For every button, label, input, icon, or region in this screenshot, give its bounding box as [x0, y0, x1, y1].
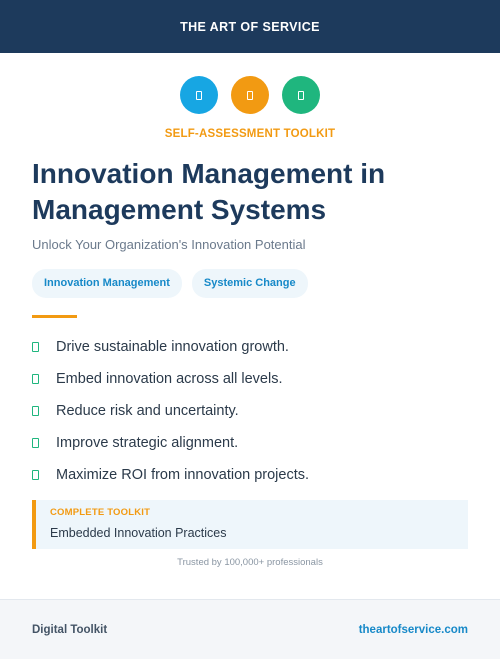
list-item: Embed innovation across all levels.	[32, 363, 472, 395]
feature-text: Reduce risk and uncertainty.	[56, 403, 239, 419]
footer: Digital Toolkit theartofservice.com	[0, 599, 500, 659]
kicker-label: SELF-ASSESSMENT TOOLKIT	[164, 128, 336, 140]
page-title: Innovation Management in Management Syst…	[32, 158, 386, 225]
subtitle: Unlock Your Organization's Innovation Po…	[32, 237, 306, 252]
checkbox-icon	[32, 470, 39, 480]
callout-text: Embedded Innovation Practices	[50, 526, 227, 540]
checkbox-icon	[32, 406, 39, 416]
feature-text: Improve strategic alignment.	[56, 435, 239, 451]
document-icon	[298, 90, 304, 100]
document-icon	[247, 90, 253, 100]
tag-systemic-change[interactable]: Systemic Change	[191, 269, 308, 298]
website-link[interactable]: theartofservice.com	[358, 623, 468, 636]
checkbox-icon	[32, 374, 39, 384]
toolkit-callout: COMPLETE TOOLKIT Embedded Innovation Pra…	[32, 500, 468, 549]
list-item: Reduce risk and uncertainty.	[32, 395, 472, 427]
blue-document-badge	[180, 76, 218, 114]
callout-label: COMPLETE TOOLKIT	[50, 507, 151, 518]
brand-name: THE ART OF SERVICE	[180, 19, 320, 34]
list-item: Drive sustainable innovation growth.	[32, 331, 472, 363]
top-banner: THE ART OF SERVICE	[0, 0, 500, 53]
footer-label: Digital Toolkit	[32, 623, 108, 636]
feature-text: Embed innovation across all levels.	[56, 371, 283, 387]
checkbox-icon	[32, 438, 39, 448]
feature-text: Drive sustainable innovation growth.	[56, 339, 289, 355]
accent-divider	[32, 315, 77, 318]
tag-list: Innovation Management Systemic Change	[32, 269, 308, 298]
feature-list: Drive sustainable innovation growth. Emb…	[32, 331, 472, 491]
feature-text: Maximize ROI from innovation projects.	[56, 467, 310, 483]
checkbox-icon	[32, 342, 39, 352]
list-item: Maximize ROI from innovation projects.	[32, 459, 472, 491]
green-document-badge	[282, 76, 320, 114]
tag-innovation-management[interactable]: Innovation Management	[32, 269, 182, 298]
trust-statement: Trusted by 100,000+ professionals	[177, 557, 323, 568]
icon-row	[0, 76, 500, 114]
document-icon	[196, 90, 202, 100]
orange-document-badge	[231, 76, 269, 114]
list-item: Improve strategic alignment.	[32, 427, 472, 459]
